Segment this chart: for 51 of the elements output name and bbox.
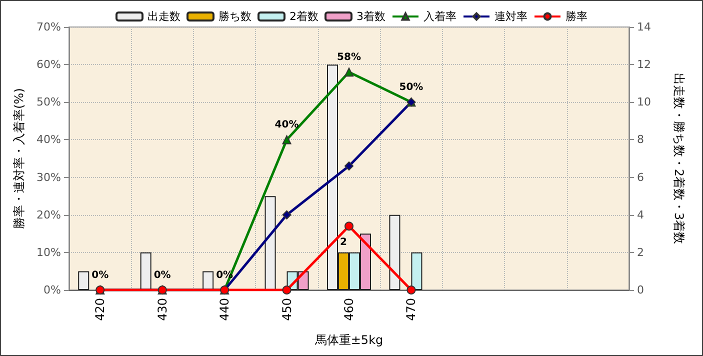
y2-tick-label: 2 — [637, 246, 644, 259]
data-label: 40% — [274, 120, 299, 131]
y-tick-label: 20% — [36, 208, 61, 222]
data-label: 2 — [340, 236, 348, 248]
point — [406, 286, 416, 294]
data-label: 58% — [337, 52, 361, 64]
point — [344, 222, 354, 231]
y2-tick-label: 8 — [637, 133, 644, 146]
point — [344, 68, 354, 77]
legend-label: 勝ち数 — [218, 10, 252, 23]
y-tick-label: 0% — [44, 284, 61, 296]
x-tick-label: 460 — [342, 298, 356, 321]
point — [344, 162, 354, 171]
x-tick-label: 440 — [218, 298, 232, 321]
legend-label: 連対率 — [494, 10, 528, 23]
point — [282, 210, 292, 220]
y-axis-title: 勝率・連対率・入着率(%) — [12, 88, 26, 229]
point — [282, 135, 292, 144]
bar — [411, 252, 422, 290]
x-tick-label: 470 — [404, 298, 418, 321]
data-label: 0% — [154, 270, 171, 281]
y2-tick-label: 10 — [637, 96, 651, 109]
data-label: 0% — [92, 270, 109, 281]
y2-tick-label: 4 — [637, 208, 644, 222]
x-tick-label: 420 — [93, 298, 108, 321]
legend-label: 入着率 — [424, 10, 456, 23]
legend-label: 2着数 — [290, 10, 318, 23]
y2-tick-label: 0 — [637, 284, 644, 296]
x-tick-label: 450 — [280, 298, 294, 321]
x-tick-label: 430 — [155, 298, 170, 321]
x-axis-title: 馬体重±5kg — [314, 333, 384, 347]
point — [282, 286, 292, 294]
legend-label: 勝率 — [566, 10, 588, 23]
y2-tick-label: 12 — [637, 58, 651, 72]
y-tick-label: 70% — [36, 20, 61, 34]
bar — [389, 214, 400, 290]
y-tick-label: 40% — [36, 133, 61, 146]
legend-label: 出走数 — [148, 10, 180, 23]
y-tick-label: 30% — [36, 170, 61, 184]
bar — [140, 252, 152, 290]
y2-axis-title: 出走数・勝ち数・2着数・3着数 — [672, 72, 686, 244]
legend-label: 3着数 — [356, 10, 386, 23]
y2-tick-label: 6 — [637, 170, 644, 184]
bar — [202, 271, 214, 290]
bar — [78, 271, 90, 290]
bar — [264, 196, 276, 290]
data-label: 50% — [399, 82, 424, 94]
y-tick-label: 60% — [36, 58, 61, 72]
y2-tick-label: 14 — [637, 20, 651, 34]
y-tick-label: 10% — [36, 246, 61, 259]
y-tick-label: 50% — [36, 96, 61, 109]
